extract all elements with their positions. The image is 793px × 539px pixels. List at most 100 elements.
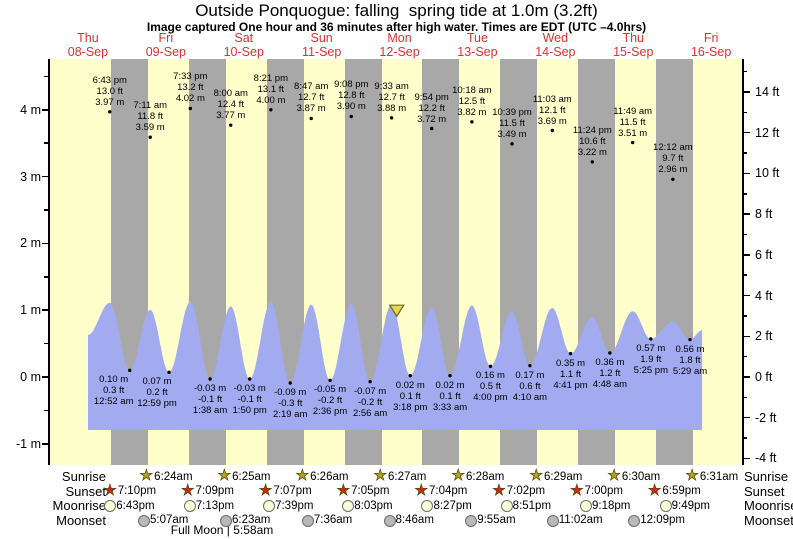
low-tide-label: -0.09 m -0.3 ft 2:19 am: [273, 387, 308, 420]
sunset-row-label-left: Sunset: [65, 483, 106, 499]
axis-tick: [743, 91, 750, 93]
moonrise-icon: [342, 500, 355, 512]
axis-tick-label: 10 ft: [755, 166, 780, 181]
axis-tick-label: 6 ft: [755, 247, 773, 262]
page-title: Outside Ponquogue: falling spring tide a…: [195, 1, 598, 20]
high-tide-label: 8:00 am 12.4 ft 3.77 m: [213, 88, 248, 122]
axis-tick: [743, 213, 750, 215]
day-label: Tue 13-Sep: [457, 31, 498, 59]
sunrise-time: 6:31am: [699, 470, 739, 483]
axis-tick: [44, 209, 48, 211]
axis-tick: [743, 315, 747, 317]
moonrise-row-label-left: Moonrise: [52, 498, 106, 513]
sunrise-time: 6:28am: [465, 470, 505, 483]
axis-tick-label: 2 m: [20, 236, 41, 251]
moonrise-icon: [263, 500, 276, 512]
axis-tick: [44, 276, 48, 278]
moonset-icon: [628, 514, 641, 527]
axis-tick: [41, 443, 48, 445]
day-label: Sun 11-Sep: [301, 31, 342, 59]
axis-tick: [44, 342, 48, 345]
low-tide-label: -0.03 m -0.1 ft 1:38 am: [192, 383, 228, 416]
moonrise-time: 6:43pm: [116, 499, 155, 512]
high-tide-label: 8:47 am 12.7 ft 3.87 m: [294, 81, 329, 115]
full-moon-label: Full Moon | 5:58am: [170, 523, 274, 537]
sunset-time: 7:04pm: [428, 485, 468, 497]
moonset-icon: [383, 514, 396, 527]
sunrise-icon: ★: [451, 467, 465, 484]
sunrise-time: 6:29am: [543, 470, 583, 483]
sunset-icon: ★: [103, 481, 117, 499]
low-tide-label: -0.05 m -0.2 ft 2:36 pm: [312, 384, 348, 418]
right-axis-line: [741, 59, 744, 465]
axis-tick-label: 3 m: [20, 169, 41, 184]
low-tide-label: 0.36 m 1.2 ft 4:48 am: [592, 356, 628, 390]
high-tide-label: 10:18 am 12.5 ft 3.82 m: [452, 84, 492, 118]
moonset-time: 8:46am: [395, 514, 434, 526]
sunrise-time: 6:24am: [154, 470, 193, 483]
axis-tick: [41, 175, 48, 178]
axis-tick-label: 14 ft: [755, 84, 780, 99]
low-tide-label: 0.10 m 0.3 ft 12:52 am: [93, 374, 134, 408]
high-tide-label: 7:33 pm 13.2 ft 4.02 m: [173, 71, 208, 105]
high-tide-label: 6:43 pm 13.0 ft 3.97 m: [92, 74, 127, 108]
sunrise-icon: ★: [295, 467, 310, 484]
moonset-time: 7:36am: [313, 514, 353, 526]
high-tide-label: 9:54 pm 12.2 ft 3.72 m: [414, 91, 449, 125]
low-tide-label: 0.57 m 1.9 ft 5:25 pm: [633, 342, 668, 376]
day-label: Wed 14-Sep: [535, 31, 576, 59]
day-label: Thu 15-Sep: [613, 31, 654, 59]
sunrise-icon: ★: [373, 467, 387, 484]
high-tide-label: 7:11 am 11.8 ft 3.59 m: [133, 100, 168, 134]
moonset-time: 12:09pm: [640, 514, 685, 526]
axis-tick: [743, 396, 747, 399]
low-tide-label: 0.56 m 1.8 ft 5:29 am: [672, 343, 708, 377]
day-label: Thu 08-Sep: [67, 31, 109, 59]
sunset-icon: ★: [181, 481, 195, 499]
axis-tick: [44, 142, 48, 144]
sunset-icon: ★: [414, 481, 428, 499]
low-tide-label: 0.35 m 1.1 ft 4:41 pm: [553, 357, 588, 391]
high-tide-label: 11:49 am 11.5 ft 3.51 m: [613, 105, 653, 139]
axis-tick: [41, 109, 48, 111]
sunset-icon: ★: [336, 481, 351, 499]
sunset-row-label-right: Sunset: [744, 483, 785, 499]
axis-tick: [44, 409, 48, 412]
axis-tick: [743, 355, 747, 358]
axis-tick: [41, 309, 48, 311]
high-tide-label: 11:24 pm 10.6 ft 3.22 m: [572, 124, 612, 158]
moonset-icon: [465, 514, 478, 527]
moonrise-time: 7:13pm: [195, 499, 235, 512]
axis-tick: [743, 416, 750, 419]
axis-tick: [41, 376, 48, 378]
left-axis-line: [47, 59, 50, 465]
axis-tick: [743, 457, 750, 460]
sunset-icon: ★: [492, 481, 506, 499]
sunrise-row-label-right: Sunrise: [744, 469, 789, 484]
sunrise-icon: ★: [607, 467, 621, 484]
high-tide-label: 8:21 pm 13.1 ft 4.00 m: [253, 72, 288, 106]
day-label: Fri 16-Sep: [690, 31, 732, 59]
sunset-icon: ★: [570, 481, 584, 499]
sunrise-time: 6:27am: [388, 470, 427, 483]
axis-tick-label: 12 ft: [755, 125, 780, 140]
moonrise-time: 8:03pm: [354, 499, 393, 512]
low-tide-label: 0.16 m 0.5 ft 4:00 pm: [473, 370, 508, 404]
moonset-icon: [138, 514, 150, 527]
sunset-icon: ★: [647, 481, 662, 499]
axis-tick: [743, 376, 750, 378]
moonset-row-label-right: Moonset: [744, 512, 793, 528]
moonset-time: 5:07am: [150, 514, 189, 526]
sunrise-icon: ★: [139, 467, 154, 484]
axis-tick-label: 0 m: [20, 370, 41, 384]
axis-tick: [743, 193, 747, 195]
moonset-icon: [220, 514, 233, 527]
sunset-time: 7:05pm: [351, 485, 390, 497]
sunrise-icon: ★: [529, 467, 543, 484]
axis-tick: [41, 242, 48, 245]
axis-tick: [743, 70, 747, 73]
sunset-time: 7:09pm: [195, 485, 234, 497]
high-tide-label: 11:03 am 12.1 ft 3.69 m: [532, 93, 572, 127]
low-tide-label: 0.07 m 0.2 ft 12:59 pm: [137, 376, 177, 410]
